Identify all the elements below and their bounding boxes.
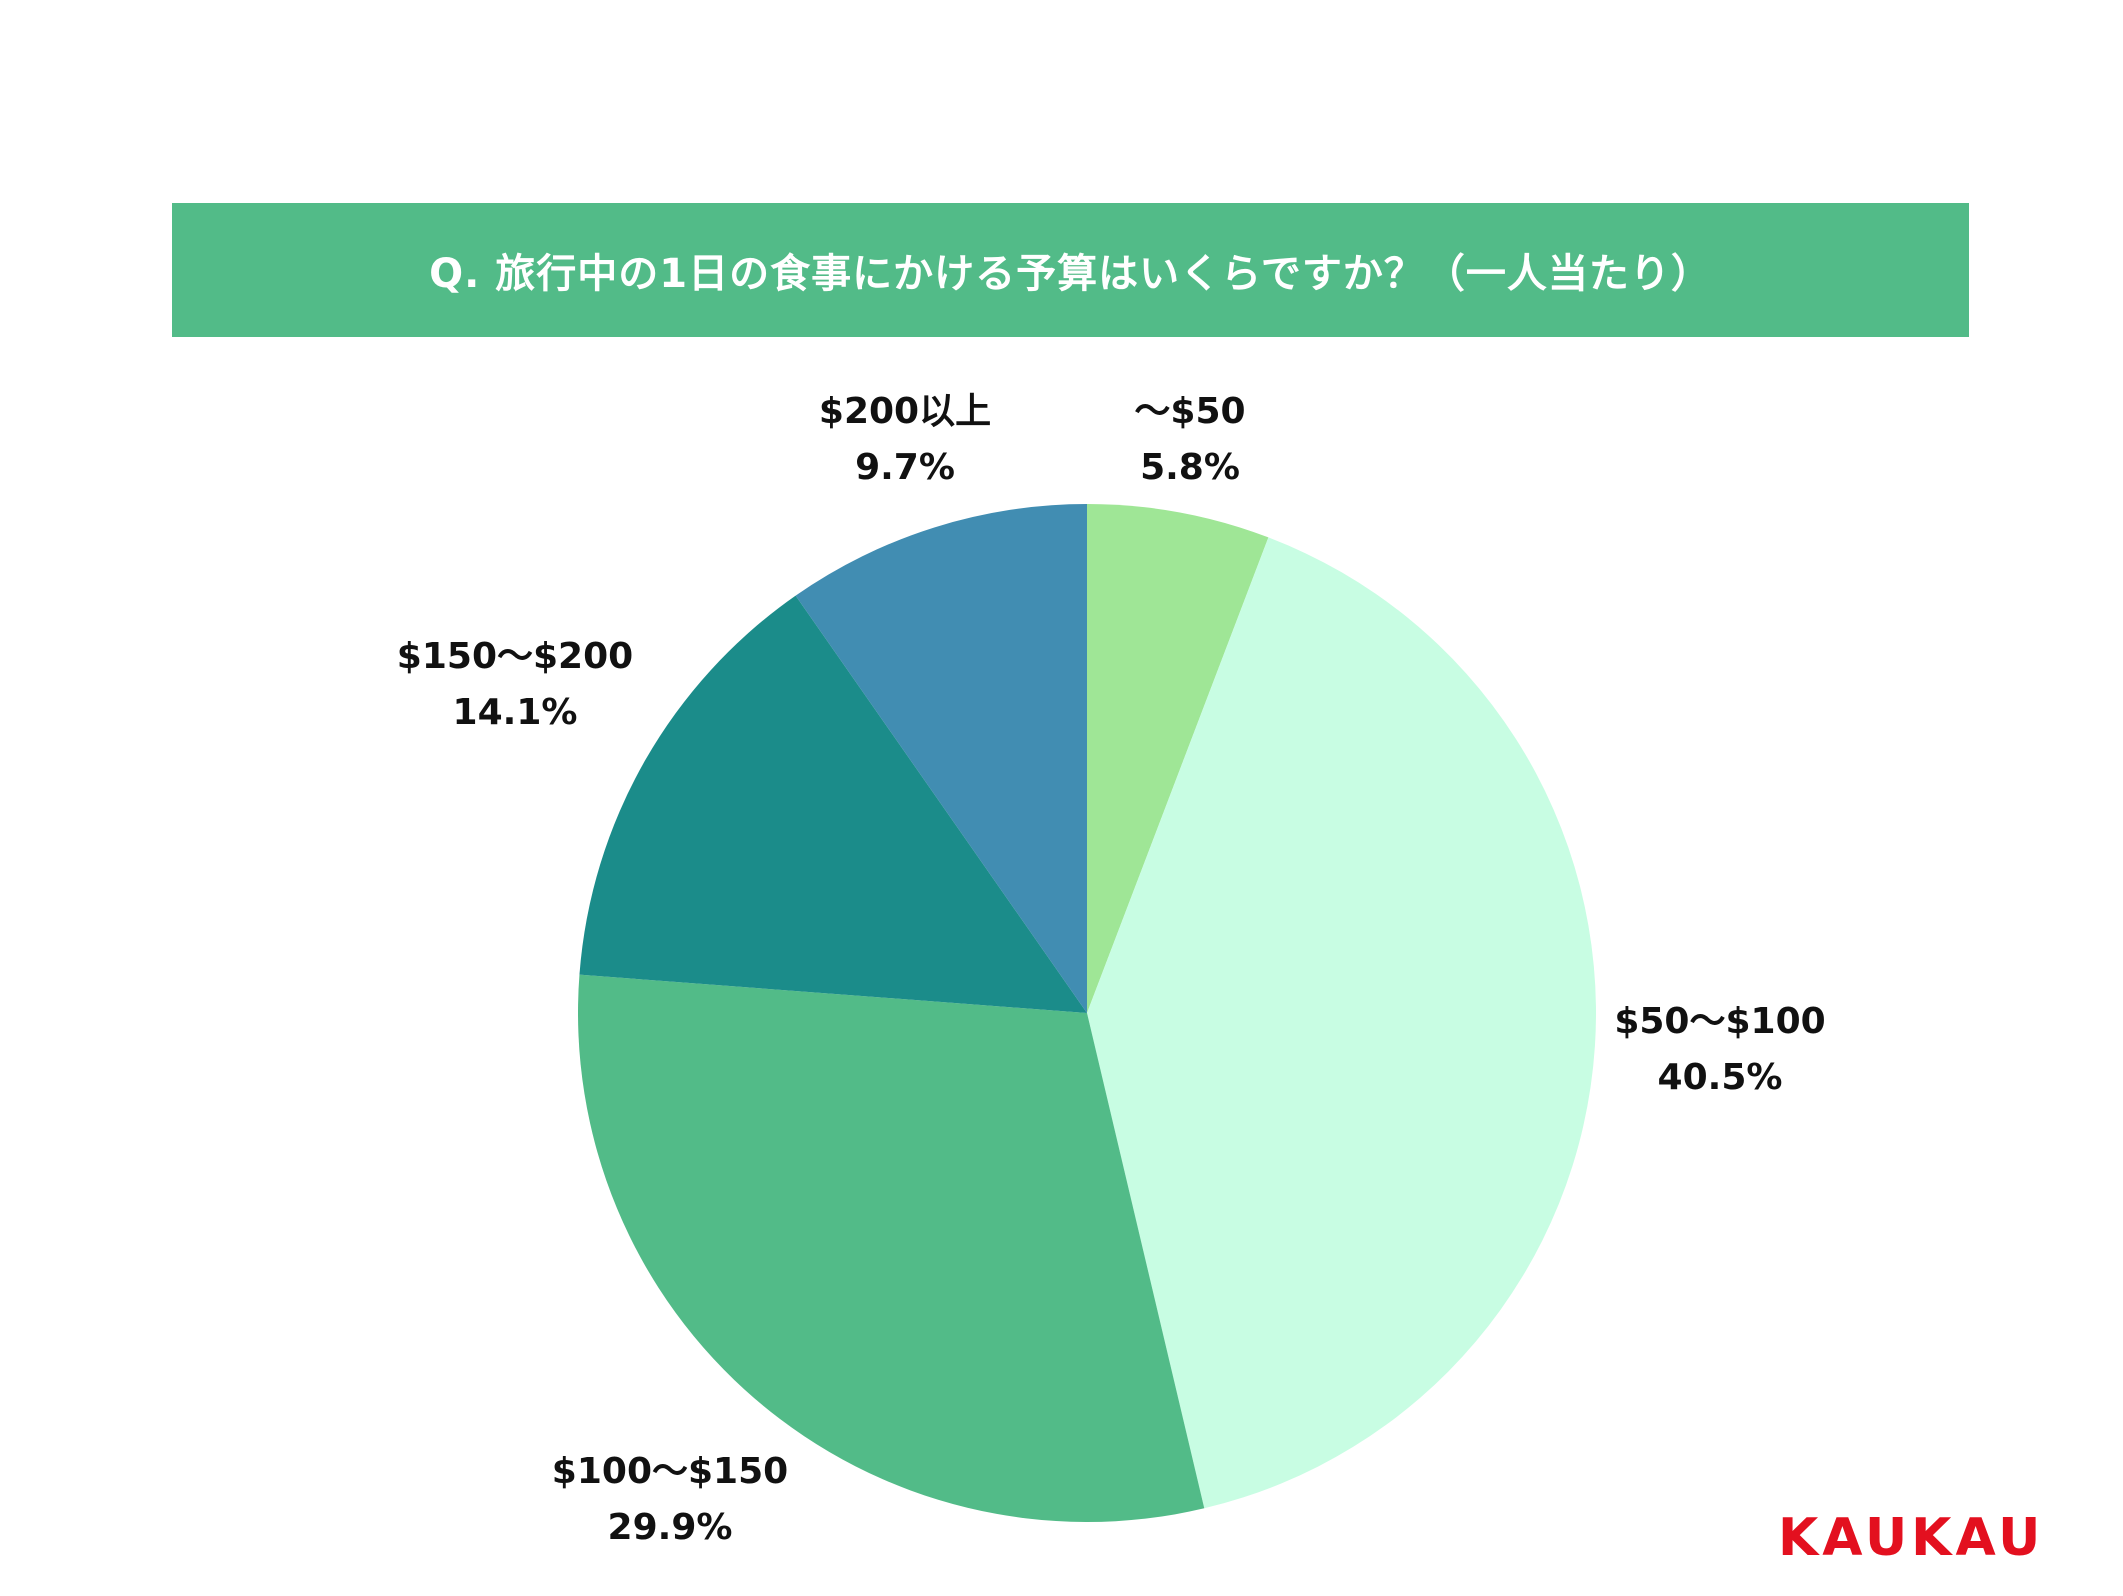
slice-percent-150-200: 14.1% [452,692,578,733]
slice-percent-under-50: 5.8% [1140,447,1240,488]
pie-slice-200-plus [795,504,1087,1013]
slice-category-100-150: $100〜$150 [551,1451,789,1492]
slice-percent-100-150: 29.9% [607,1507,733,1548]
slice-percent-50-100: 40.5% [1657,1057,1783,1098]
pie-slice-under-50 [1087,504,1269,1013]
title-banner: Q. 旅行中の1日の食事にかける予算はいくらですか？（一人当たり） [172,203,1969,337]
slice-category-200-plus: $200以上 [818,391,992,432]
slice-label-100-150: $100〜$150 29.9% [552,1444,788,1556]
chart-title: Q. 旅行中の1日の食事にかける予算はいくらですか？（一人当たり） [429,251,1712,297]
slice-label-200-plus: $200以上 9.7% [819,384,991,496]
slice-category-50-100: $50〜$100 [1614,1001,1826,1042]
slice-label-under-50: 〜$50 5.8% [1134,384,1245,496]
slice-category-150-200: $150〜$200 [396,636,634,677]
slice-category-under-50: 〜$50 [1134,391,1246,432]
pie-slice-150-200 [579,595,1087,1013]
kaukau-logo: KAUKAU [1778,1508,2045,1568]
slice-label-150-200: $150〜$200 14.1% [397,629,633,741]
pie-slice-50-100 [1087,537,1596,1509]
slice-label-50-100: $50〜$100 40.5% [1614,994,1825,1106]
pie-slice-100-150 [578,974,1205,1523]
slice-percent-200-plus: 9.7% [855,447,955,488]
